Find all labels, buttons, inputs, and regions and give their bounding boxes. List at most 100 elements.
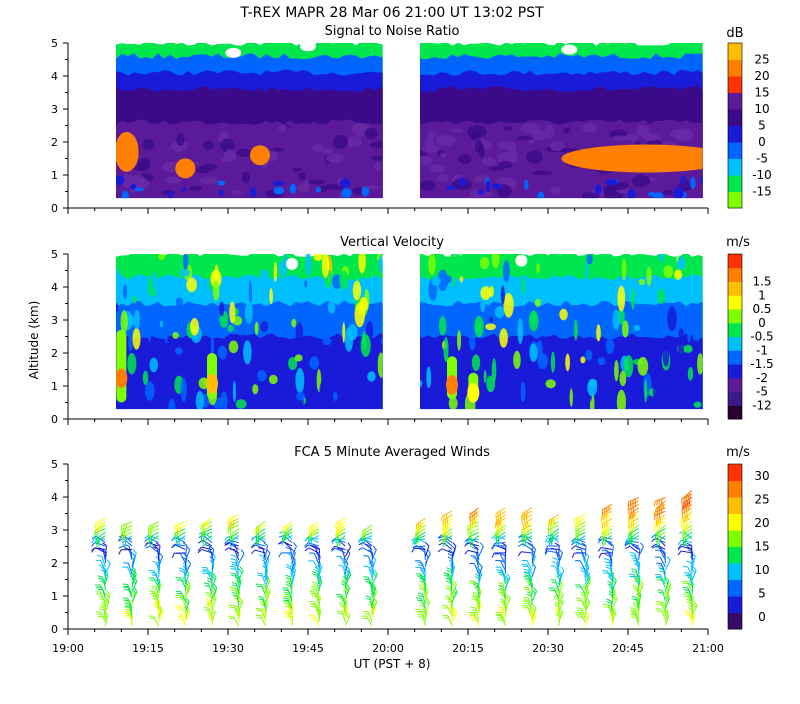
y-tick-label: 5 — [51, 458, 58, 471]
wind-barb-flag — [448, 557, 452, 559]
wind-barb-flag — [293, 542, 296, 546]
wind-barb-flag — [632, 513, 633, 518]
vv-texture — [378, 352, 385, 377]
wind-barb-flag — [559, 549, 562, 553]
vv-texture — [252, 384, 258, 394]
wind-barb-flag — [492, 553, 494, 557]
wind-barb-flag — [630, 531, 631, 536]
snr-texture — [545, 125, 555, 139]
vv-texture — [361, 334, 371, 357]
snr-texture — [429, 164, 444, 172]
snr-texture — [510, 180, 516, 184]
wind-barb-flag — [123, 532, 124, 537]
vv-texture — [574, 319, 578, 340]
wind-barb-flag — [123, 525, 124, 530]
colorbar-label: 30 — [754, 469, 769, 483]
wind-barb-flag — [501, 525, 502, 530]
wind-barb-flag — [448, 601, 452, 603]
wind-barb-flag — [428, 550, 431, 554]
wind-barb-flag — [684, 611, 689, 612]
wind-barb-flag — [625, 546, 629, 548]
wind-barb-flag — [205, 540, 206, 545]
wind-barb-shaft — [601, 547, 612, 549]
colorbar-label: -1.5 — [750, 357, 773, 371]
vv-texture — [160, 321, 163, 328]
wind-barb-flag — [615, 595, 618, 599]
wind-barb-flag — [258, 575, 263, 576]
wind-barb-flag — [470, 556, 475, 557]
wind-barb-flag — [693, 604, 696, 608]
wind-barb-flag — [241, 550, 244, 554]
vv-texture — [653, 358, 663, 369]
colorbar-label: 20 — [754, 516, 769, 530]
vv-texture — [485, 323, 496, 330]
snr-texture — [550, 186, 561, 194]
vv-texture — [147, 316, 151, 341]
snr-texture — [203, 141, 214, 150]
wind-barb-flag — [97, 555, 102, 556]
vv-texture — [551, 352, 555, 373]
y-tick-label: 5 — [51, 248, 58, 261]
y-tick-label: 0 — [51, 202, 58, 215]
colorbar-swatch — [728, 464, 742, 481]
vv-texture — [260, 321, 268, 332]
x-axis-label: UT (PST + 8) — [354, 657, 431, 671]
vv-texture — [133, 328, 141, 350]
wind-barb-shaft — [601, 553, 612, 554]
y-tick-label: 3 — [51, 524, 58, 537]
colorbar-swatch — [728, 76, 742, 93]
wind-barb-flag — [359, 543, 364, 545]
wind-barb-flag — [123, 587, 128, 588]
wind-barb-flag — [577, 610, 582, 611]
wind-barb-shaft — [425, 549, 426, 560]
vv-texture — [319, 381, 327, 399]
wind-barb-flag — [659, 500, 660, 505]
vv-texture — [469, 334, 476, 350]
vv-texture — [269, 375, 278, 384]
wind-barb-flag — [632, 585, 637, 587]
snr-texture — [224, 149, 236, 162]
wind-barb-flag — [446, 581, 451, 583]
wind-barb-flag — [99, 606, 104, 608]
snr-texture — [497, 141, 516, 149]
wind-barb-flag — [159, 553, 162, 557]
y-tick-label: 4 — [51, 491, 58, 504]
wind-barb-flag — [523, 587, 528, 588]
wind-barb-flag — [107, 560, 110, 564]
wind-barb-flag — [660, 518, 661, 523]
snr-texture — [196, 166, 209, 173]
vv-texture — [322, 338, 331, 346]
wind-barb-flag — [214, 584, 217, 588]
x-tick-label: 21:00 — [692, 642, 724, 655]
wind-barb-flag — [631, 569, 636, 570]
wind-barb-flag — [687, 501, 688, 506]
wind-barb-flag — [443, 573, 448, 574]
vv-texture — [245, 301, 253, 324]
wind-barb-flag — [419, 585, 424, 587]
wind-barb-flag — [476, 510, 477, 515]
x-tick-label: 19:30 — [212, 642, 244, 655]
wind-barb-flag — [684, 594, 689, 595]
snr-texture — [230, 190, 242, 195]
snr-texture — [352, 187, 363, 195]
vv-texture — [677, 256, 686, 270]
wind-barb-flag — [347, 612, 350, 616]
vv-texture — [480, 257, 489, 269]
wind-barb-flag — [471, 607, 476, 608]
colorbar-label: 15 — [754, 540, 769, 554]
snr-texture — [242, 172, 250, 184]
wind-barb-flag — [683, 504, 684, 509]
wind-barb-flag — [231, 569, 236, 570]
wind-barb-flag — [551, 566, 556, 567]
wind-barb-flag — [678, 551, 681, 555]
colorbar-label: 0 — [758, 135, 766, 149]
vv-texture — [229, 302, 235, 324]
vv-texture — [204, 342, 209, 349]
wind-barb-flag — [364, 566, 369, 567]
colorbar-label: 5 — [758, 119, 766, 133]
vv-texture — [183, 304, 187, 323]
vv-missing-patch — [286, 258, 298, 270]
wind-barb-shaft — [575, 515, 585, 519]
wind-barb-flag — [98, 576, 103, 577]
snr-texture — [346, 136, 362, 147]
